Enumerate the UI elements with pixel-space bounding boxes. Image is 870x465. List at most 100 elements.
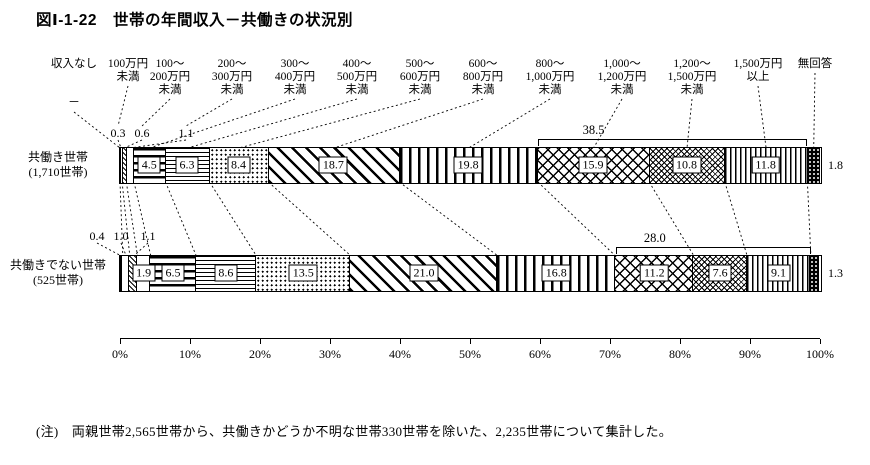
segment-value-label: 9.1 bbox=[767, 264, 791, 282]
segment-value-label: 11.8 bbox=[751, 156, 780, 174]
segment-value-label: 21.0 bbox=[409, 264, 439, 282]
segment-value-label: 11.2 bbox=[640, 264, 669, 282]
segment-value-label: 4.5 bbox=[137, 156, 161, 174]
segment-value-label: 0.4 bbox=[89, 229, 105, 243]
segment-value-label: 0.6 bbox=[134, 126, 150, 140]
segment-value-label: 16.8 bbox=[541, 264, 571, 282]
axis-tick bbox=[679, 339, 681, 344]
leader-line bbox=[187, 98, 358, 149]
axis-tick bbox=[749, 339, 751, 344]
axis-tick-label: 10% bbox=[179, 347, 201, 361]
axis-tick bbox=[189, 339, 191, 344]
series-name: 共働きでない世帯 bbox=[9, 258, 106, 272]
category-label: 400～ 500万円 未満 bbox=[336, 58, 378, 96]
bar-segment bbox=[122, 147, 127, 183]
segment-value-label: 7.6 bbox=[708, 264, 732, 282]
leader-line bbox=[333, 98, 484, 149]
bar-segment bbox=[119, 147, 121, 183]
category-label: 100万円 未満 bbox=[107, 58, 149, 83]
axis-tick-label: 30% bbox=[319, 347, 341, 361]
bracket-value-label: 28.0 bbox=[643, 231, 666, 245]
category-label: 600～ 800万円 未満 bbox=[462, 58, 504, 96]
axis-tick-label: 40% bbox=[389, 347, 411, 361]
leader-line bbox=[117, 85, 129, 127]
leader-line bbox=[121, 181, 131, 257]
segment-value-label: 6.3 bbox=[175, 156, 199, 174]
series-name: 共働き世帯 bbox=[27, 150, 88, 164]
axis-tick-label: 60% bbox=[529, 347, 551, 361]
category-label: 500～ 600万円 未満 bbox=[399, 58, 441, 96]
figure-title: 図Ⅰ-1-22 世帯の年間収入－共働きの状況別 bbox=[36, 12, 353, 29]
category-label: 300～ 400万円 未満 bbox=[274, 58, 316, 96]
bar-segment bbox=[119, 255, 123, 291]
category-label: 無回答 bbox=[797, 58, 833, 70]
segment-value-label: 1.1 bbox=[178, 126, 194, 140]
leader-line bbox=[125, 181, 138, 257]
bar-segment bbox=[122, 255, 130, 291]
axis-tick bbox=[819, 339, 821, 344]
leader-line bbox=[149, 98, 296, 149]
axis-tick-label: 80% bbox=[669, 347, 691, 361]
bar-segment bbox=[210, 147, 269, 183]
leader-line bbox=[185, 98, 233, 127]
segment-value-label: 1.0 bbox=[113, 229, 129, 243]
axis-tick bbox=[539, 339, 541, 344]
leader-line bbox=[238, 98, 421, 149]
total-bracket bbox=[537, 139, 808, 146]
bar-segment bbox=[807, 147, 821, 183]
category-label: 800～ 1,000万円 未満 bbox=[525, 58, 575, 96]
leader-line bbox=[141, 98, 171, 127]
leader-line bbox=[399, 181, 499, 257]
segment-value-label: 1.1 bbox=[140, 229, 156, 243]
leader-line bbox=[813, 72, 816, 149]
axis-tick-label: 100% bbox=[806, 347, 834, 361]
axis-tick bbox=[259, 339, 261, 344]
x-axis-line bbox=[120, 338, 820, 339]
leader-line bbox=[806, 181, 812, 257]
segment-value-label: 1.9 bbox=[132, 264, 156, 282]
segment-value-label: 13.5 bbox=[288, 264, 318, 282]
series-count: (525世帯) bbox=[33, 273, 83, 287]
axis-tick bbox=[609, 339, 611, 344]
category-label: 収入なし bbox=[51, 58, 97, 70]
no-income-value: － bbox=[67, 95, 81, 109]
segment-value-label: 10.8 bbox=[672, 156, 701, 174]
category-label: 1,500万円 以上 bbox=[733, 58, 783, 83]
axis-tick bbox=[469, 339, 471, 344]
axis-tick bbox=[119, 339, 121, 344]
axis-tick-label: 70% bbox=[599, 347, 621, 361]
leader-line bbox=[724, 181, 748, 257]
category-label: 1,000～ 1,200万円 未満 bbox=[597, 58, 647, 96]
axis-tick-label: 50% bbox=[459, 347, 481, 361]
axis-tick-label: 90% bbox=[739, 347, 761, 361]
segment-value-label: 6.5 bbox=[161, 264, 185, 282]
segment-value-label: 19.8 bbox=[453, 156, 483, 174]
series-label: 共働き世帯 (1,710世帯) bbox=[0, 150, 116, 180]
series-count: (1,710世帯) bbox=[28, 165, 88, 179]
series-label: 共働きでない世帯 (525世帯) bbox=[0, 258, 116, 288]
axis-tick bbox=[329, 339, 331, 344]
leader-line bbox=[119, 181, 124, 257]
axis-tick-label: 20% bbox=[249, 347, 271, 361]
category-label: 1,200～ 1,500万円 未満 bbox=[667, 58, 717, 96]
segment-value-label: 8.4 bbox=[227, 156, 250, 174]
total-bracket bbox=[615, 247, 811, 254]
bar-segment bbox=[126, 147, 135, 183]
stacked-bar: 1.9 6.5 8.6 13.5 21.0 16.8 11.2 7.6 9.1 bbox=[118, 254, 822, 292]
leader-line bbox=[133, 181, 152, 257]
segment-value-label: 8.6 bbox=[214, 264, 238, 282]
category-label: 100～ 200万円 未満 bbox=[149, 58, 191, 96]
bar-segment bbox=[810, 255, 820, 291]
segment-value-label: 18.7 bbox=[318, 156, 348, 174]
leader-line bbox=[537, 181, 616, 257]
leader-line bbox=[268, 181, 352, 257]
axis-tick bbox=[399, 339, 401, 344]
segment-value-label: 1.3 bbox=[828, 266, 843, 280]
leader-line bbox=[209, 181, 257, 257]
segment-value-label: 15.9 bbox=[578, 156, 608, 174]
note: (注) 両親世帯2,565世帯から、共働きかどうか不明な世帯330世帯を除いた、… bbox=[36, 424, 673, 439]
bar-segment bbox=[693, 255, 747, 291]
leader-line bbox=[165, 181, 197, 257]
